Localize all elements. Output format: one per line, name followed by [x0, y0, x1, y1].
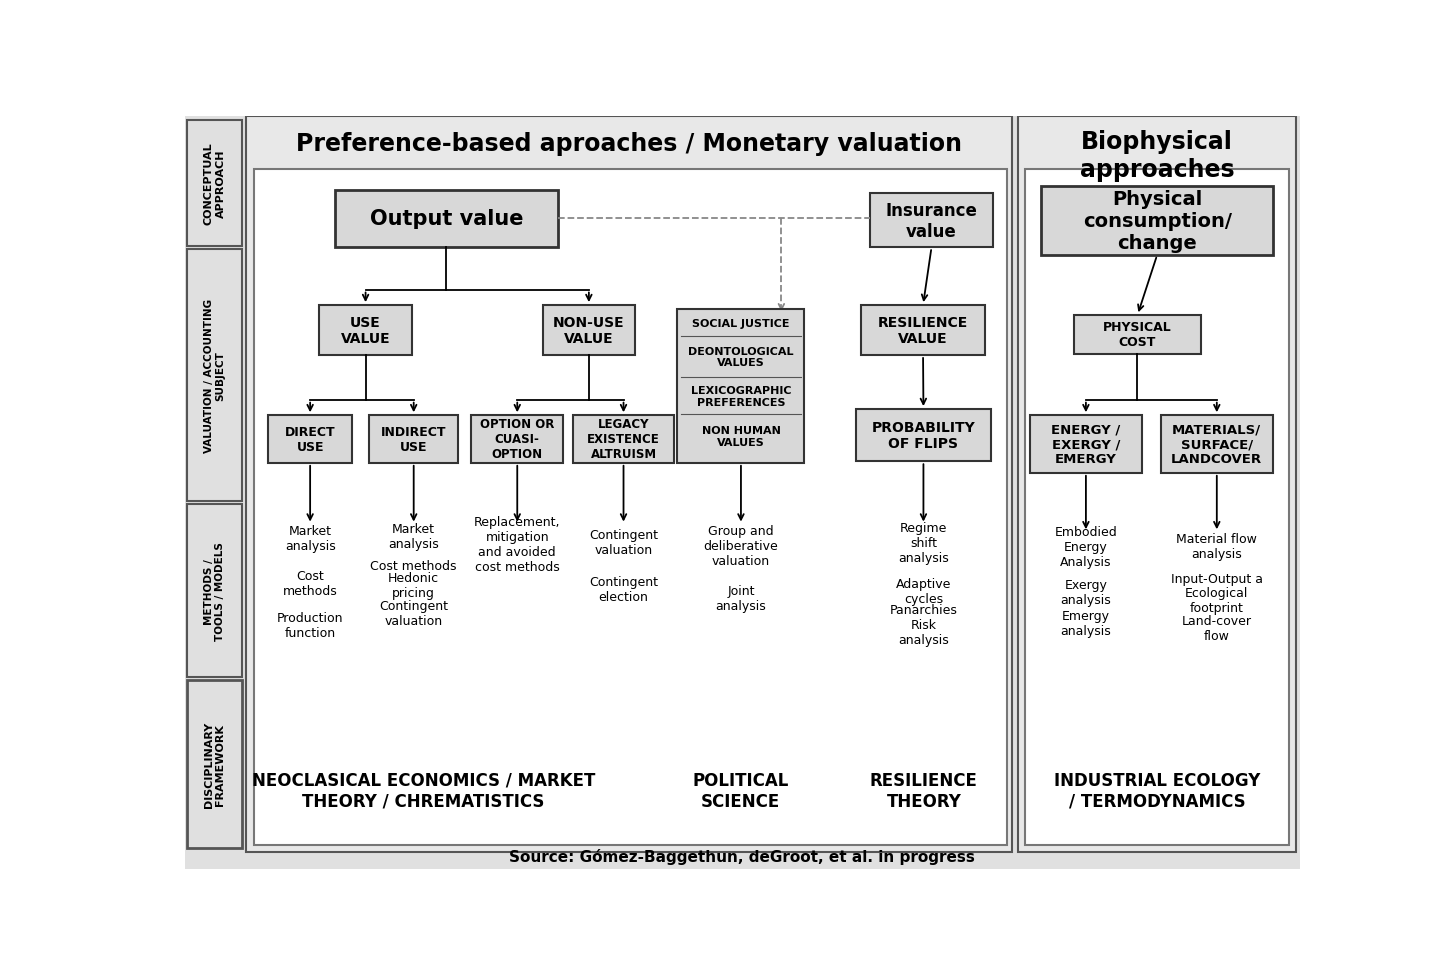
Bar [187, 505, 242, 677]
Text: Production
function: Production function [277, 611, 343, 639]
Text: Preference-based aproaches / Monetary valuation: Preference-based aproaches / Monetary va… [297, 132, 963, 156]
Bar [573, 415, 673, 463]
Bar [471, 415, 563, 463]
Bar [678, 310, 805, 463]
Text: PHYSICAL
COST: PHYSICAL COST [1103, 320, 1171, 349]
Text: Contingent
valuation: Contingent valuation [589, 529, 657, 557]
Text: MATERIALS/
SURFACE/
LANDCOVER: MATERIALS/ SURFACE/ LANDCOVER [1171, 423, 1263, 466]
Text: Embodied
Energy
Analysis: Embodied Energy Analysis [1054, 525, 1118, 568]
Text: RESILIENCE
THEORY: RESILIENCE THEORY [870, 771, 977, 810]
Text: Joint
analysis: Joint analysis [715, 584, 766, 612]
Bar [543, 306, 636, 356]
Text: PROBABILITY
OF FLIPS: PROBABILITY OF FLIPS [872, 421, 976, 450]
Text: Replacement,
mitigation
and avoided
cost methods: Replacement, mitigation and avoided cost… [473, 515, 560, 573]
Bar [187, 680, 242, 848]
Text: Emergy
analysis: Emergy analysis [1060, 610, 1111, 637]
Text: Land-cover
flow: Land-cover flow [1182, 615, 1253, 643]
Text: DIRECT
USE: DIRECT USE [285, 426, 336, 453]
Bar [860, 306, 986, 356]
Text: Input-Output a: Input-Output a [1171, 573, 1263, 585]
Text: Biophysical
approaches: Biophysical approaches [1080, 130, 1235, 182]
Bar [1018, 117, 1296, 852]
Text: ENERGY /
EXERGY /
EMERGY: ENERGY / EXERGY / EMERGY [1051, 423, 1121, 466]
Text: Contingent
election: Contingent election [589, 575, 657, 604]
Bar [856, 409, 990, 462]
Bar [1030, 415, 1141, 474]
Text: Market
analysis: Market analysis [388, 523, 439, 550]
Text: LEXICOGRAPHIC
PREFERENCES: LEXICOGRAPHIC PREFERENCES [691, 386, 791, 407]
Text: Panarchies
Risk
analysis: Panarchies Risk analysis [889, 604, 957, 647]
Text: Adaptive
cycles: Adaptive cycles [896, 577, 951, 606]
Text: DEONTOLOGICAL
VALUES: DEONTOLOGICAL VALUES [688, 347, 794, 368]
Text: RESILIENCE
VALUE: RESILIENCE VALUE [877, 316, 969, 346]
Text: INDIRECT
USE: INDIRECT USE [381, 426, 446, 453]
Text: Regime
shift
analysis: Regime shift analysis [898, 521, 948, 564]
Bar [1161, 415, 1273, 474]
Bar [246, 117, 1012, 852]
Text: Contingent
valuation: Contingent valuation [379, 600, 449, 627]
Text: Ecological
footprint: Ecological footprint [1184, 586, 1248, 615]
Text: Material flow
analysis: Material flow analysis [1176, 532, 1257, 561]
Bar [253, 170, 1006, 845]
Text: NON-USE
VALUE: NON-USE VALUE [553, 316, 624, 346]
Text: OPTION OR
CUASI-
OPTION: OPTION OR CUASI- OPTION [481, 418, 555, 461]
Text: Physical
consumption/
change: Physical consumption/ change [1083, 190, 1232, 252]
Bar [870, 194, 993, 248]
Text: Exergy
analysis: Exergy analysis [1060, 578, 1111, 607]
Text: LEGACY
EXISTENCE
ALTRUISM: LEGACY EXISTENCE ALTRUISM [586, 418, 660, 461]
Bar [1074, 316, 1200, 354]
Text: Insurance
value: Insurance value [886, 201, 977, 240]
Text: Market
analysis: Market analysis [285, 525, 336, 553]
Bar [187, 249, 242, 502]
Bar [334, 191, 557, 248]
Text: Group and
deliberative
valuation: Group and deliberative valuation [704, 525, 779, 568]
Bar [369, 415, 458, 463]
Text: INDUSTRIAL ECOLOGY
/ TERMODYNAMICS: INDUSTRIAL ECOLOGY / TERMODYNAMICS [1054, 771, 1260, 810]
Text: METHODS /
TOOLS / MODELS: METHODS / TOOLS / MODELS [204, 541, 226, 641]
Bar [268, 415, 352, 463]
Text: USE
VALUE: USE VALUE [340, 316, 391, 346]
Text: Source: Gómez-Baggethun, deGroot, et al. in progress: Source: Gómez-Baggethun, deGroot, et al.… [510, 848, 975, 864]
Bar [1025, 170, 1289, 845]
Text: Cost
methods: Cost methods [282, 570, 337, 597]
Text: Hedonic
pricing: Hedonic pricing [388, 571, 439, 599]
Text: POLITICAL
SCIENCE: POLITICAL SCIENCE [692, 771, 789, 810]
Text: Cost methods: Cost methods [371, 559, 458, 573]
Text: CONCEPTUAL
APPROACH: CONCEPTUAL APPROACH [204, 143, 226, 225]
Bar [1041, 187, 1273, 256]
Text: NON HUMAN
VALUES: NON HUMAN VALUES [701, 426, 780, 447]
Bar [320, 306, 411, 356]
Text: SOCIAL JUSTICE: SOCIAL JUSTICE [692, 319, 789, 328]
Text: Output value: Output value [369, 209, 523, 230]
Text: NEOCLASICAL ECONOMICS / MARKET
THEORY / CHREMATISTICS: NEOCLASICAL ECONOMICS / MARKET THEORY / … [252, 771, 595, 810]
Text: DISCIPLINARY
FRAMEWORK: DISCIPLINARY FRAMEWORK [204, 721, 226, 807]
Bar [187, 121, 242, 246]
Text: VALUATION / ACCOUNTING
SUBJECT: VALUATION / ACCOUNTING SUBJECT [204, 299, 226, 452]
